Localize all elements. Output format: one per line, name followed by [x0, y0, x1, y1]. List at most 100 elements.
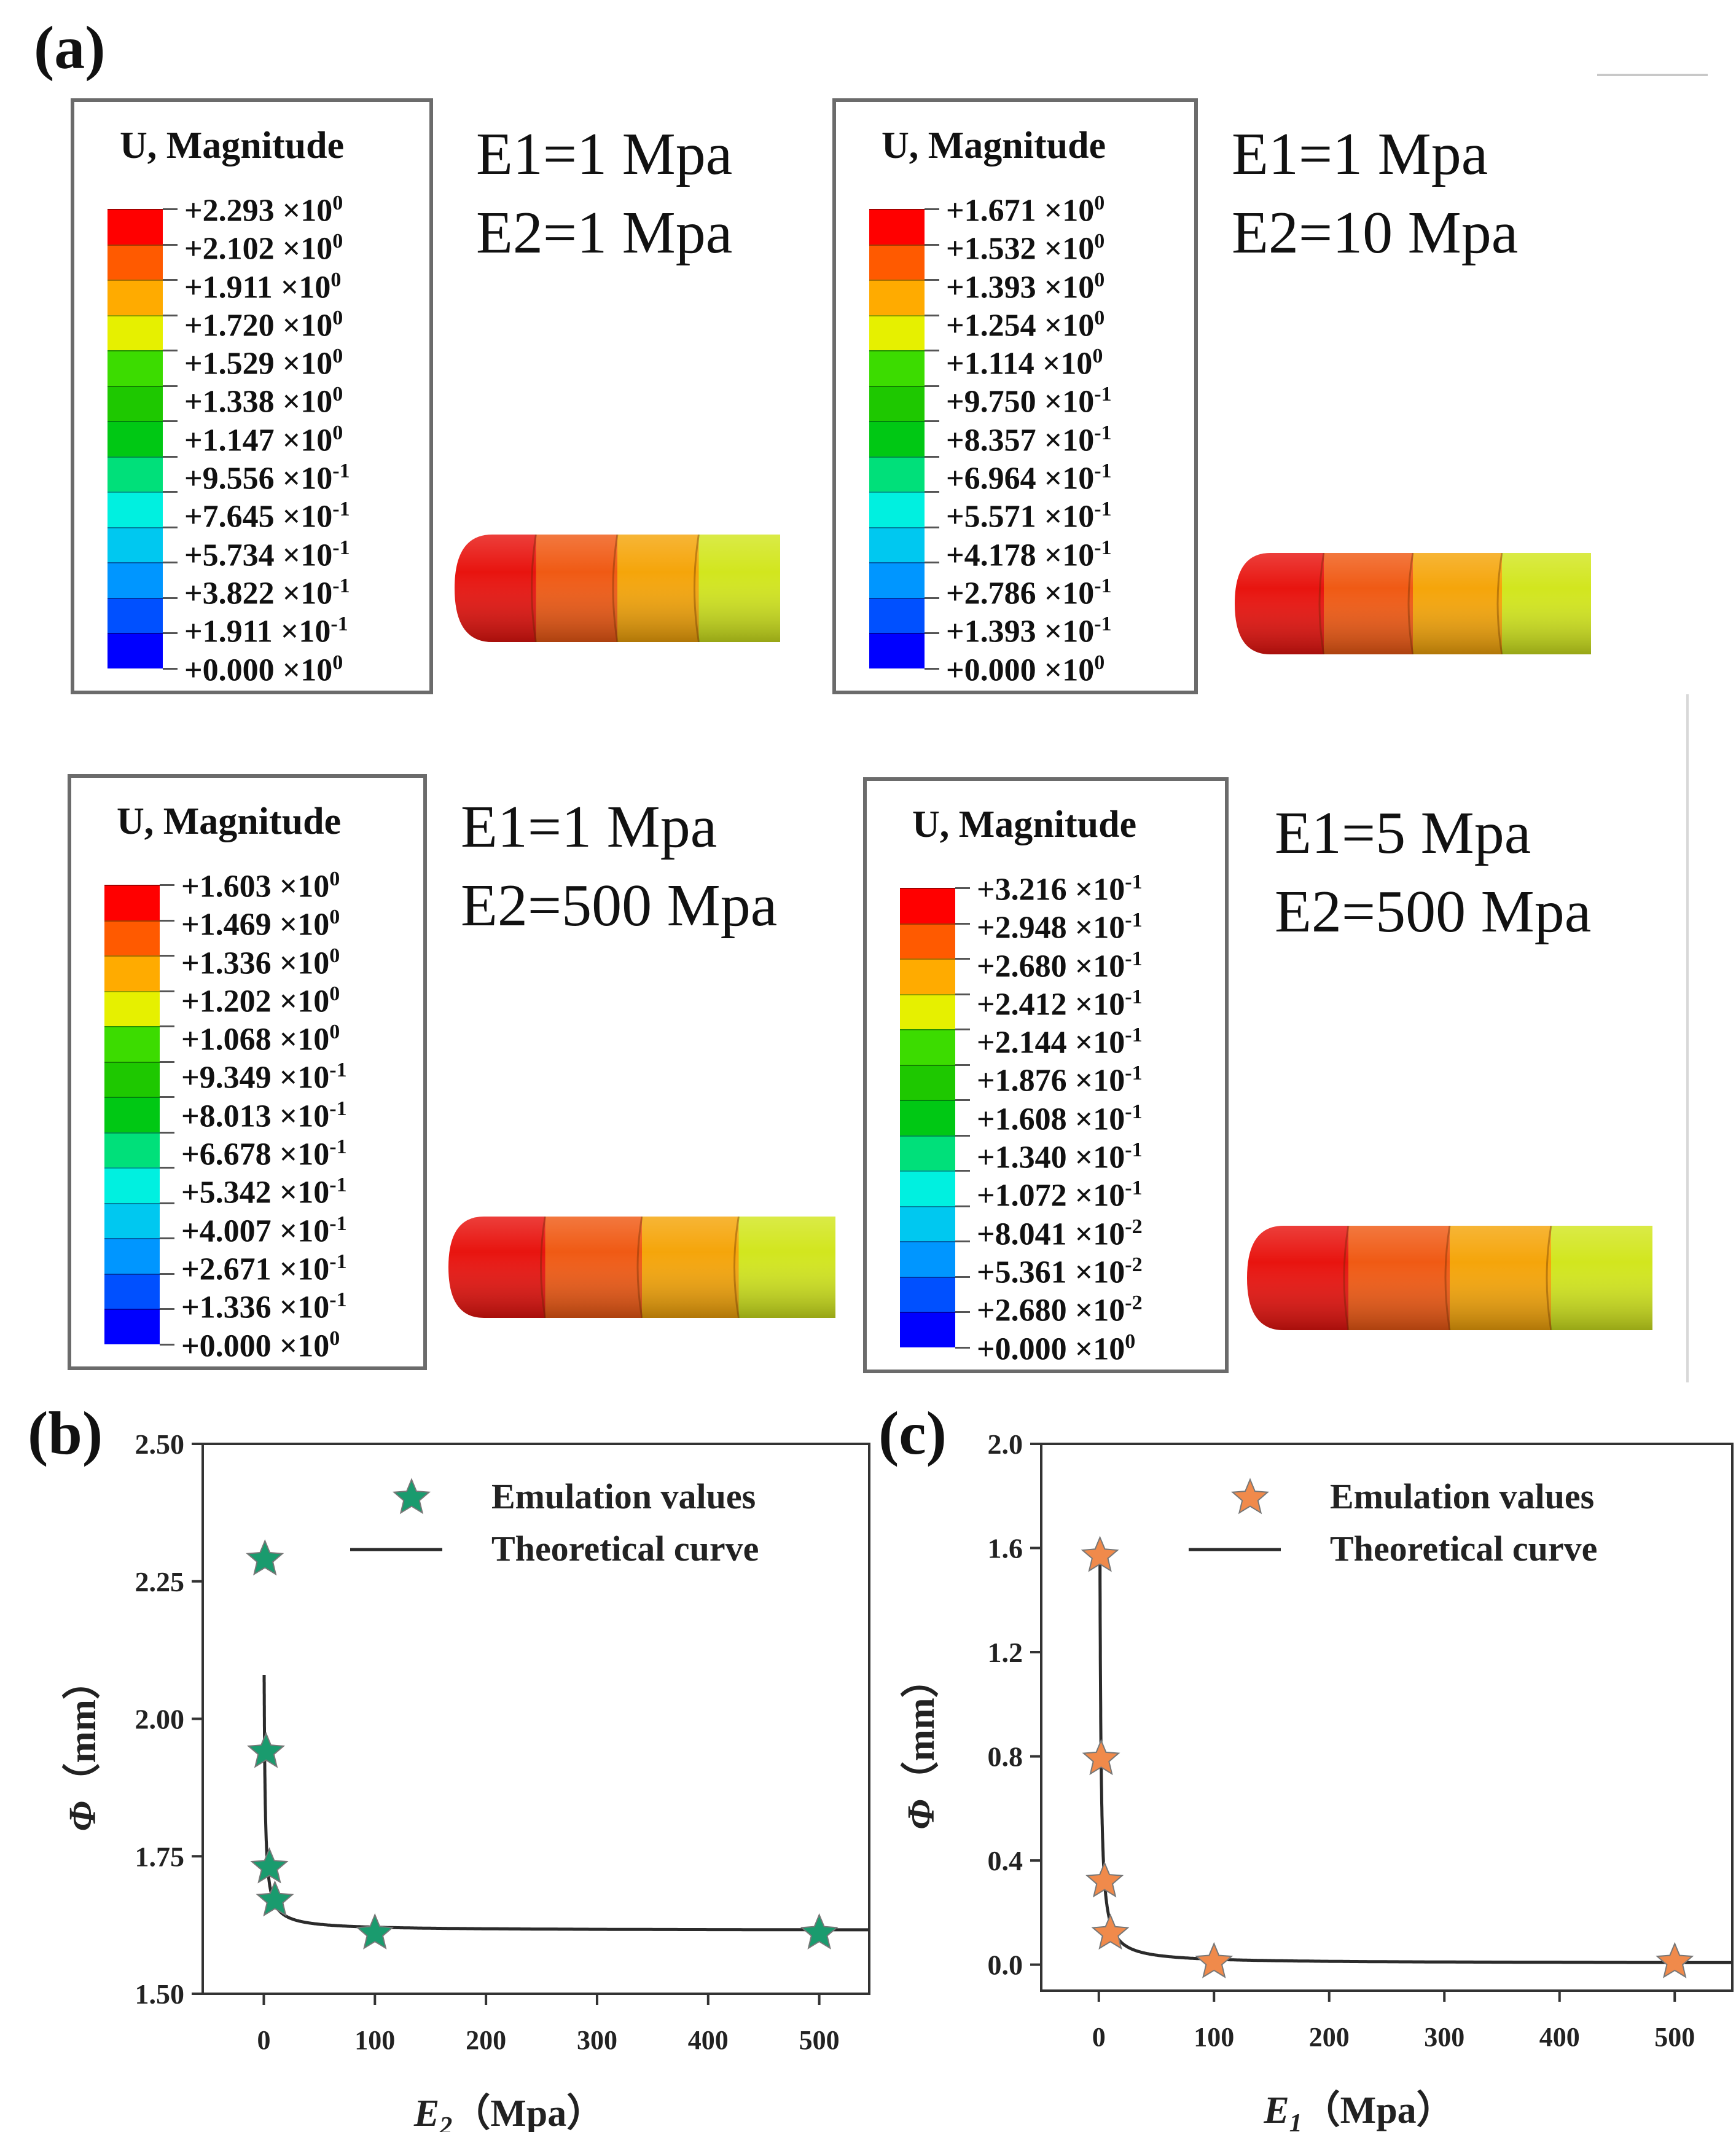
legend-value-text: +1.340 ×10: [977, 1140, 1125, 1175]
color-swatch: [869, 280, 925, 315]
legend-tick: [955, 1099, 970, 1101]
legend-tick: [955, 1276, 970, 1278]
emulation-point: [1656, 1942, 1694, 1978]
legend-exponent: 0: [329, 1021, 340, 1044]
legend-exponent: -1: [329, 1250, 347, 1273]
legend-value-text: +0.000 ×10: [181, 1328, 330, 1363]
legend-value-text: +1.393 ×10: [946, 614, 1095, 649]
legend-value: +1.469 ×100: [181, 907, 340, 941]
color-swatch: [869, 597, 925, 633]
legend-value-text: +6.964 ×10: [946, 461, 1095, 496]
legend-tick: [160, 1237, 174, 1239]
rod-shading: [455, 535, 780, 642]
legend-value: +5.734 ×10-1: [184, 536, 350, 571]
rod-contour-line: [1444, 1226, 1451, 1330]
color-swatch: [104, 1132, 160, 1167]
legend-exponent: -1: [1094, 460, 1112, 483]
legend-tick: [163, 632, 178, 634]
legend-tick: [955, 1134, 970, 1137]
legend-exponent: 0: [329, 944, 340, 967]
plot-frame: [201, 1443, 870, 1995]
legend-value-text: +1.876 ×10: [977, 1063, 1125, 1099]
color-swatch: [104, 1238, 160, 1274]
emulation-point: [1195, 1942, 1234, 1978]
legend-tick: [160, 1272, 174, 1275]
y-tick-label: 1.75: [135, 1841, 185, 1872]
legend-value: +2.144 ×10-1: [977, 1025, 1143, 1059]
legend-value-text: +2.680 ×10: [977, 948, 1125, 984]
color-swatch: [108, 597, 163, 633]
legend-exponent: 0: [329, 982, 340, 1005]
legend-tick: [160, 1096, 174, 1098]
x-tick-label: 300: [1424, 2022, 1464, 2052]
legend-tick: [955, 958, 970, 960]
legend-exponent: 0: [1094, 268, 1105, 291]
legend-value-text: +4.178 ×10: [946, 537, 1095, 573]
color-swatch: [900, 1029, 955, 1065]
legend-value-text: +6.678 ×10: [181, 1137, 330, 1172]
x-axis-label: E2（Mpa）: [413, 2091, 604, 2132]
y-tick-label: 2.50: [135, 1429, 185, 1460]
legend-tick: [160, 1167, 174, 1169]
legend-tick: [955, 922, 970, 925]
color-swatch: [900, 923, 955, 958]
legend-value-text: +1.911 ×10: [184, 269, 331, 305]
legend-exponent: -1: [332, 536, 350, 559]
legend-tick: [925, 420, 939, 422]
legend-tick: [925, 455, 939, 458]
legend-value: +1.336 ×100: [181, 944, 340, 979]
x-tick-label: 400: [1539, 2022, 1580, 2052]
legend-tick: [925, 279, 939, 281]
legend-exponent: -1: [1094, 536, 1112, 559]
legend-value: +1.911 ×10-1: [184, 614, 348, 648]
legend-value-text: +5.342 ×10: [181, 1175, 330, 1210]
legend-value: +1.338 ×100: [184, 384, 343, 418]
legend-value-text: +1.202 ×10: [181, 984, 330, 1019]
legend-value-text: +1.114 ×10: [946, 346, 1093, 382]
y-tick-label: 2.0: [988, 1429, 1023, 1460]
legend-exponent: 0: [332, 230, 343, 253]
legend-label: Emulation values: [491, 1476, 756, 1516]
legend-tick: [163, 667, 178, 670]
legend-value-text: +5.571 ×10: [946, 499, 1095, 535]
legend-value: +9.349 ×10-1: [181, 1060, 347, 1094]
legend-value: +2.102 ×100: [184, 231, 343, 265]
emulation-point: [1091, 1913, 1130, 1950]
legend-value-text: +1.608 ×10: [977, 1102, 1125, 1137]
legend-exponent: 0: [332, 192, 343, 214]
legend-title: U, Magnitude: [912, 804, 1137, 845]
legend-value-text: +1.336 ×10: [181, 1290, 330, 1325]
legend-tick: [955, 1170, 970, 1172]
legend-value: +1.393 ×100: [946, 268, 1105, 304]
legend-tick: [163, 562, 178, 563]
legend-tick: [955, 1205, 970, 1207]
legend-tick: [955, 1311, 970, 1313]
legend-title: U, Magnitude: [117, 801, 342, 842]
legend-value-text: +9.349 ×10: [181, 1060, 330, 1095]
legend-tick: [925, 350, 939, 351]
legend-exponent: -1: [1094, 421, 1112, 444]
legend-exponent: -1: [1125, 985, 1143, 1008]
legend-value: +0.000 ×100: [181, 1328, 340, 1362]
y-tick-label: 1.6: [988, 1533, 1023, 1564]
legend-tick: [925, 243, 939, 246]
legend-exponent: 0: [332, 383, 343, 406]
color-swatch: [104, 1202, 160, 1238]
legend-tick: [160, 1131, 174, 1134]
legend-tick: [955, 993, 970, 995]
e2-label: E2=10 Mpa: [1232, 200, 1519, 266]
legend-value: +1.671 ×100: [946, 193, 1105, 227]
legend-value: +2.680 ×10-1: [977, 948, 1143, 984]
legend-value: +5.342 ×10-1: [181, 1175, 347, 1209]
legend-tick: [160, 1060, 174, 1063]
emulation-point: [250, 1847, 289, 1884]
legend-value: +2.671 ×10-1: [181, 1250, 347, 1285]
legend-value-text: +2.948 ×10: [977, 910, 1125, 946]
legend-marker: [393, 1478, 431, 1515]
right-edge-rule: [1686, 694, 1689, 1382]
legend-value: +2.948 ×10-1: [977, 910, 1143, 944]
y-tick-label: 1.50: [135, 1978, 185, 2010]
legend-value: +8.357 ×10-1: [946, 421, 1112, 457]
color-swatch: [900, 1241, 955, 1277]
legend-value-text: +0.000 ×10: [184, 652, 333, 688]
